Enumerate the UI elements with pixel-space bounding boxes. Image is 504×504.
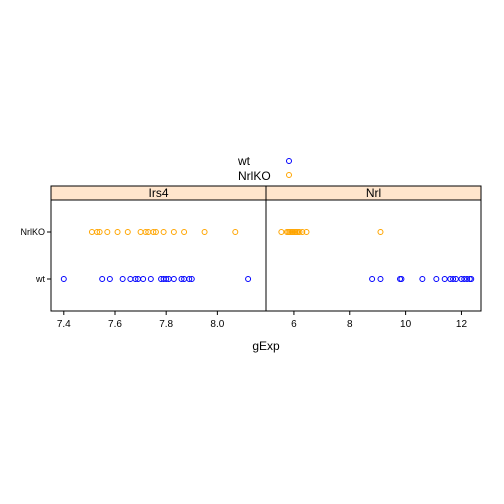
- x-axis: 7.4 7.6 7.8 8.0 6 8 10 12: [57, 311, 468, 330]
- point-nrl-wt-14: [468, 276, 475, 282]
- point-irs4-wt-7: [140, 276, 147, 282]
- point-nrl-wt-12: [464, 276, 471, 282]
- x-tick-label: 8: [347, 319, 353, 330]
- strip-panel-2: Nrl: [265, 185, 482, 201]
- point-irs4-nrlko-6: [137, 229, 144, 235]
- x-tick-label: 12: [456, 319, 468, 330]
- point-irs4-nrlko-12: [170, 229, 177, 235]
- y-tick-label-nrlko: NrlKO: [21, 227, 46, 237]
- y-axis: NrlKO wt: [21, 227, 51, 284]
- point-nrl-wt-3: [398, 276, 405, 282]
- y-tick-label-wt: wt: [35, 274, 45, 284]
- point-nrl-wt-4: [419, 276, 426, 282]
- point-nrl-wt-0: [369, 276, 376, 282]
- point-irs4-nrlko-7: [142, 229, 149, 235]
- x-axis-label: gExp: [252, 339, 280, 353]
- point-irs4-nrlko-10: [152, 229, 159, 235]
- point-nrl-nrlko-12: [303, 229, 310, 235]
- point-nrl-nrlko-10: [296, 229, 303, 235]
- data-points: [60, 229, 475, 282]
- point-irs4-nrlko-14: [201, 229, 208, 235]
- point-nrl-wt-8: [450, 276, 457, 282]
- panel-irs4-frame: [50, 199, 267, 312]
- point-irs4-wt-5: [132, 276, 139, 282]
- point-nrl-wt-9: [452, 276, 459, 282]
- point-irs4-nrlko-4: [114, 229, 121, 235]
- x-tick-label: 8.0: [210, 319, 224, 330]
- point-nrl-nrlko-11: [299, 229, 306, 235]
- legend-marker-wt: [286, 158, 292, 164]
- legend-label-wt: wt: [237, 154, 251, 168]
- point-nrl-wt-10: [458, 276, 465, 282]
- x-tick-label: 10: [400, 319, 412, 330]
- point-irs4-nrlko-0: [88, 229, 95, 235]
- point-nrl-wt-7: [447, 276, 454, 282]
- point-irs4-wt-16: [186, 276, 193, 282]
- point-irs4-wt-0: [60, 276, 67, 282]
- x-tick-label: 7.8: [159, 319, 173, 330]
- point-nrl-wt-5: [433, 276, 440, 282]
- x-tick-label: 6: [291, 319, 297, 330]
- x-tick-label: 7.4: [57, 319, 71, 330]
- x-tick-label: 7.6: [108, 319, 122, 330]
- legend: wt NrlKO: [237, 154, 292, 183]
- point-irs4-nrlko-9: [150, 229, 157, 235]
- point-irs4-wt-3: [119, 276, 126, 282]
- point-irs4-nrlko-15: [232, 229, 239, 235]
- point-irs4-nrlko-3: [104, 229, 111, 235]
- point-irs4-wt-2: [106, 276, 113, 282]
- point-irs4-wt-11: [163, 276, 170, 282]
- point-irs4-wt-8: [147, 276, 154, 282]
- strip-title-nrl: Nrl: [366, 186, 381, 200]
- point-irs4-wt-18: [245, 276, 252, 282]
- point-irs4-nrlko-11: [160, 229, 167, 235]
- point-irs4-nrlko-1: [94, 229, 101, 235]
- point-nrl-nrlko-0: [278, 229, 285, 235]
- point-irs4-nrlko-13: [181, 229, 188, 235]
- point-nrl-wt-11: [461, 276, 468, 282]
- point-irs4-wt-14: [178, 276, 185, 282]
- point-nrl-wt-6: [441, 276, 448, 282]
- point-nrl-nrlko-13: [377, 229, 384, 235]
- point-irs4-wt-13: [170, 276, 177, 282]
- legend-marker-nrlko: [286, 172, 292, 178]
- point-irs4-nrlko-2: [96, 229, 103, 235]
- legend-label-nrlko: NrlKO: [238, 169, 271, 183]
- point-irs4-wt-17: [188, 276, 195, 282]
- panel-nrl-frame: [265, 199, 482, 312]
- point-irs4-nrlko-5: [124, 229, 131, 235]
- strip-panel-1: Irs4: [50, 185, 267, 201]
- point-irs4-wt-4: [127, 276, 134, 282]
- strip-title-irs4: Irs4: [148, 186, 168, 200]
- point-irs4-wt-1: [99, 276, 106, 282]
- point-nrl-wt-1: [377, 276, 384, 282]
